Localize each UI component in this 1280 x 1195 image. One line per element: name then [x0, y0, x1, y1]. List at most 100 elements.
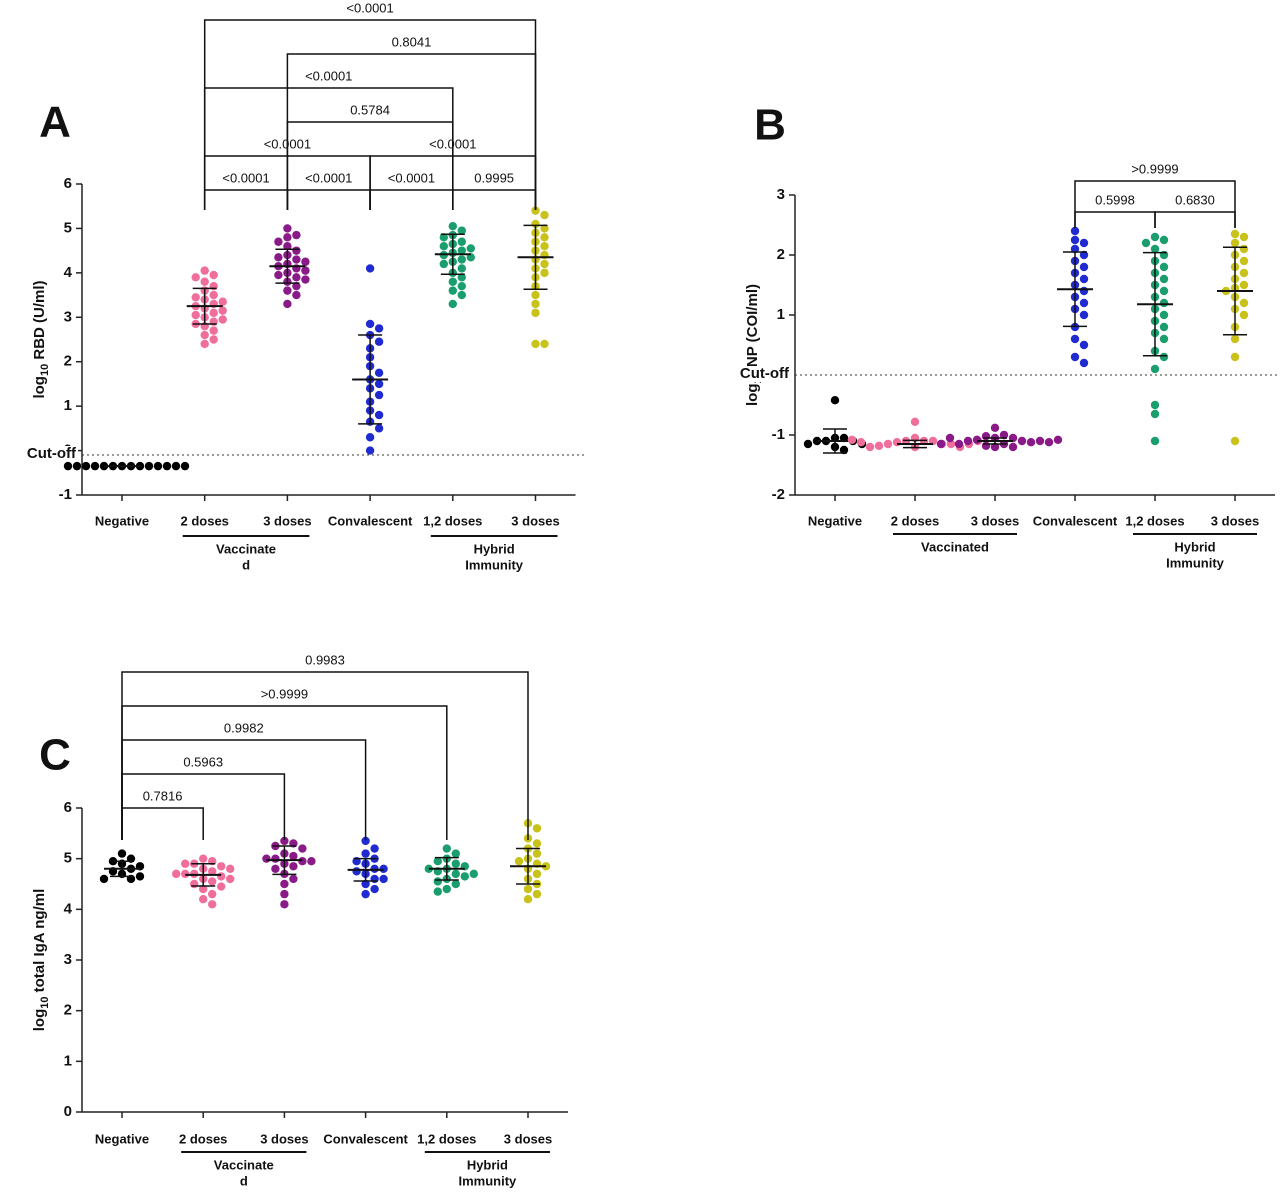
- y-label-sub: 10: [39, 997, 51, 1009]
- data-point: [523, 895, 533, 904]
- comparison-bracket: [286, 189, 371, 210]
- data-point: [208, 900, 217, 909]
- data-point: [209, 270, 218, 280]
- group-label: Immunity: [1166, 555, 1225, 570]
- data-point: [1159, 334, 1169, 344]
- data-point: [1079, 340, 1089, 350]
- data-point: [374, 379, 384, 389]
- y-label-sub: 10: [39, 364, 51, 376]
- data-point: [1070, 352, 1080, 362]
- data-point: [1159, 322, 1169, 332]
- data-point: [374, 424, 384, 433]
- data-point: [1150, 409, 1160, 419]
- data-point: [370, 884, 379, 894]
- data-point: [1026, 438, 1036, 447]
- y-tick-label: 4: [64, 264, 73, 281]
- data-point: [990, 423, 1000, 432]
- data-point: [540, 210, 549, 220]
- data-point: [1070, 334, 1080, 344]
- data-point: [1079, 262, 1089, 272]
- y-tick-label: 1: [777, 306, 785, 323]
- data-point: [514, 857, 524, 866]
- data-point: [172, 869, 181, 879]
- data-point: [200, 277, 209, 286]
- data-point: [540, 233, 549, 242]
- data-point: [280, 889, 289, 899]
- y-label-part: log: [744, 383, 761, 406]
- data-point: [532, 849, 542, 858]
- comparison-label: >0.9999: [1131, 161, 1178, 176]
- comparison-label: >0.9999: [261, 686, 308, 701]
- y-label-part: log: [31, 1009, 48, 1032]
- data-point: [208, 877, 217, 886]
- data-point: [162, 461, 172, 471]
- data-point: [1159, 262, 1169, 272]
- comparison-bracket: [203, 189, 289, 210]
- data-point: [370, 844, 379, 853]
- data-point: [532, 889, 542, 899]
- group-label: Immunity: [465, 557, 524, 572]
- data-point: [181, 869, 190, 879]
- data-point: [301, 257, 310, 266]
- x-tick-label: Negative: [95, 1131, 149, 1146]
- data-point: [374, 410, 384, 420]
- data-point: [361, 836, 370, 846]
- data-point: [1239, 244, 1249, 254]
- y-axis-label: log10 RBD (U/ml): [31, 280, 51, 398]
- data-point: [457, 255, 466, 264]
- y-tick-label: 2: [64, 353, 72, 370]
- data-point: [379, 864, 388, 873]
- data-point: [1230, 334, 1240, 344]
- data-point: [191, 310, 200, 320]
- data-point: [283, 242, 292, 251]
- group-label: d: [240, 1173, 248, 1188]
- data-point: [226, 874, 235, 884]
- data-point: [1159, 286, 1169, 296]
- data-point: [540, 268, 549, 278]
- data-point: [1150, 244, 1160, 254]
- x-tick-label: Convalescent: [328, 513, 413, 528]
- y-tick-label: -1: [59, 486, 72, 503]
- data-point: [874, 441, 884, 450]
- data-point: [200, 330, 209, 340]
- data-point: [531, 308, 540, 318]
- group-label: Vaccinate: [214, 1157, 274, 1172]
- data-point: [1053, 435, 1063, 444]
- data-point: [199, 895, 208, 904]
- data-point: [199, 854, 208, 863]
- data-point: [370, 874, 379, 884]
- x-tick-label: Negative: [95, 513, 149, 528]
- data-point: [191, 293, 200, 302]
- comparison-bracket: [1074, 180, 1236, 228]
- data-point: [1079, 274, 1089, 284]
- data-point: [365, 446, 375, 455]
- x-tick-label: 1,2 doses: [423, 513, 482, 528]
- data-point: [1239, 280, 1249, 290]
- x-tick-label: Negative: [808, 513, 862, 528]
- data-point: [1079, 250, 1089, 260]
- comparison-label: <0.0001: [222, 170, 269, 185]
- data-point: [540, 224, 549, 233]
- x-tick-label: 3 doses: [971, 513, 1019, 528]
- data-point: [451, 859, 460, 868]
- data-point: [439, 242, 448, 251]
- data-point: [1079, 286, 1089, 296]
- comparison-label: <0.0001: [305, 170, 352, 185]
- data-point: [209, 290, 218, 300]
- data-point: [199, 884, 208, 894]
- data-point: [171, 461, 181, 471]
- data-point: [830, 396, 840, 405]
- data-point: [1230, 238, 1240, 248]
- x-tick-label: Convalescent: [323, 1131, 408, 1146]
- data-point: [365, 319, 375, 329]
- y-tick-label: 3: [777, 186, 785, 203]
- data-point: [1079, 310, 1089, 320]
- data-point: [298, 844, 307, 853]
- comparison-label: 0.9983: [305, 652, 345, 667]
- data-point: [1150, 400, 1160, 410]
- data-point: [292, 255, 301, 264]
- data-point: [856, 438, 866, 447]
- data-point: [301, 275, 310, 284]
- data-point: [1239, 256, 1249, 266]
